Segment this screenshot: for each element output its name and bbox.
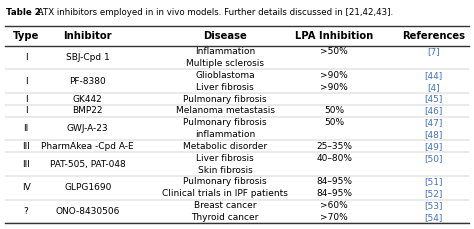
Text: IV: IV: [22, 183, 30, 192]
Text: [49]: [49]: [425, 142, 443, 151]
Text: [47]: [47]: [425, 118, 443, 127]
Text: 84–95%: 84–95%: [316, 189, 352, 198]
Text: 50%: 50%: [324, 118, 344, 127]
Text: Pulmonary fibrosis: Pulmonary fibrosis: [183, 118, 267, 127]
Text: 84–95%: 84–95%: [316, 177, 352, 186]
Text: [44]: [44]: [425, 71, 443, 80]
Text: [53]: [53]: [424, 201, 443, 210]
Text: Multiple sclerosis: Multiple sclerosis: [186, 59, 264, 68]
Text: Pulmonary fibrosis: Pulmonary fibrosis: [183, 95, 267, 104]
Text: Melanoma metastasis: Melanoma metastasis: [176, 106, 274, 115]
Text: Metabolic disorder: Metabolic disorder: [183, 142, 267, 151]
Text: [46]: [46]: [425, 106, 443, 115]
Text: LPA Inhibition: LPA Inhibition: [295, 31, 374, 41]
Text: GLPG1690: GLPG1690: [64, 183, 111, 192]
Text: [7]: [7]: [428, 47, 440, 56]
Text: III: III: [22, 142, 30, 151]
Text: References: References: [402, 31, 465, 41]
Text: [4]: [4]: [428, 83, 440, 92]
Text: Type: Type: [13, 31, 39, 41]
Text: I: I: [25, 77, 27, 86]
Text: PharmAkea -Cpd A-E: PharmAkea -Cpd A-E: [41, 142, 134, 151]
Text: Liver fibrosis: Liver fibrosis: [196, 83, 254, 92]
Text: GWJ-A-23: GWJ-A-23: [67, 124, 109, 133]
Text: >90%: >90%: [320, 71, 348, 80]
Text: ONO-8430506: ONO-8430506: [55, 207, 120, 216]
Text: Clinical trials in IPF patients: Clinical trials in IPF patients: [162, 189, 288, 198]
Text: >50%: >50%: [320, 47, 348, 56]
Text: [45]: [45]: [425, 95, 443, 104]
Text: [51]: [51]: [424, 177, 443, 186]
Text: >70%: >70%: [320, 213, 348, 222]
Text: 40–80%: 40–80%: [316, 154, 352, 163]
Text: GK442: GK442: [73, 95, 102, 104]
Text: Thyroid cancer: Thyroid cancer: [191, 213, 259, 222]
Text: [54]: [54]: [425, 213, 443, 222]
Text: [52]: [52]: [425, 189, 443, 198]
Text: II: II: [23, 124, 29, 133]
Text: I: I: [25, 95, 27, 104]
Text: Liver fibrosis: Liver fibrosis: [196, 154, 254, 163]
Text: Disease: Disease: [203, 31, 247, 41]
Text: Inflammation: Inflammation: [195, 47, 255, 56]
Text: Table 2.: Table 2.: [6, 8, 44, 17]
Text: [50]: [50]: [424, 154, 443, 163]
Text: PAT-505, PAT-048: PAT-505, PAT-048: [50, 160, 126, 169]
Text: 50%: 50%: [324, 106, 344, 115]
Text: ?: ?: [24, 207, 28, 216]
Text: 25–35%: 25–35%: [316, 142, 352, 151]
Text: Inhibitor: Inhibitor: [64, 31, 112, 41]
Text: III: III: [22, 160, 30, 169]
Text: Pulmonary fibrosis: Pulmonary fibrosis: [183, 177, 267, 186]
Text: BMP22: BMP22: [73, 106, 103, 115]
Text: [48]: [48]: [425, 130, 443, 139]
Text: I: I: [25, 106, 27, 115]
Text: SBJ-Cpd 1: SBJ-Cpd 1: [66, 53, 109, 62]
Text: Glioblastoma: Glioblastoma: [195, 71, 255, 80]
Text: ATX inhibitors employed in in vivo models. Further details discussed in [21,42,4: ATX inhibitors employed in in vivo model…: [35, 8, 393, 17]
Text: inflammation: inflammation: [195, 130, 255, 139]
Text: Skin fibrosis: Skin fibrosis: [198, 166, 253, 174]
Text: >60%: >60%: [320, 201, 348, 210]
Text: >90%: >90%: [320, 83, 348, 92]
Text: PF-8380: PF-8380: [69, 77, 106, 86]
Text: I: I: [25, 53, 27, 62]
Text: Breast cancer: Breast cancer: [194, 201, 256, 210]
